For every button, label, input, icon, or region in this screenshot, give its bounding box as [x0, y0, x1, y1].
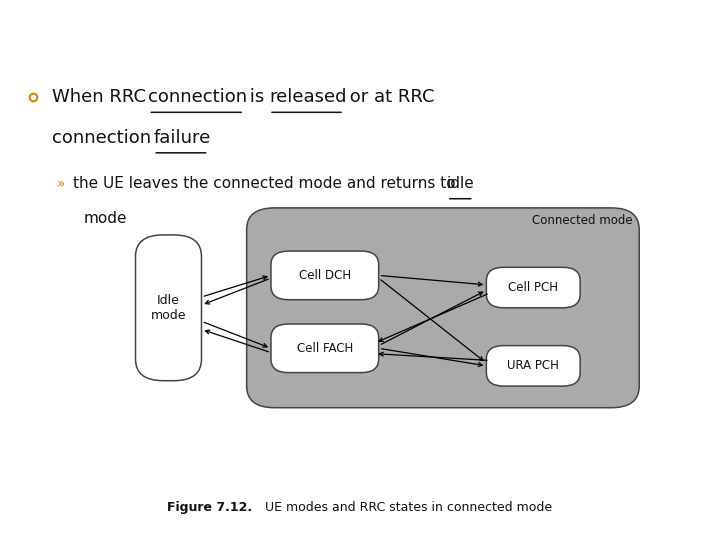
Text: Connected mode: Connected mode	[531, 214, 632, 227]
Text: or at RRC: or at RRC	[344, 88, 434, 106]
Text: UE modes and RRC states in connected mode: UE modes and RRC states in connected mod…	[257, 501, 552, 514]
Text: connection: connection	[148, 88, 248, 106]
FancyBboxPatch shape	[247, 208, 639, 408]
Text: mode: mode	[84, 211, 127, 226]
FancyBboxPatch shape	[135, 235, 202, 381]
Text: »: »	[57, 177, 66, 191]
FancyBboxPatch shape	[271, 251, 379, 300]
Text: is: is	[244, 88, 270, 106]
FancyBboxPatch shape	[271, 324, 379, 373]
FancyBboxPatch shape	[487, 267, 580, 308]
Text: the UE leaves the connected mode and returns to: the UE leaves the connected mode and ret…	[73, 176, 461, 191]
Text: Cell DCH: Cell DCH	[299, 269, 351, 282]
Text: Figure 7.12.: Figure 7.12.	[167, 501, 252, 514]
Text: Idle
mode: Idle mode	[150, 294, 186, 322]
Text: When RRC: When RRC	[52, 88, 152, 106]
FancyBboxPatch shape	[487, 346, 580, 386]
Text: failure: failure	[153, 129, 210, 147]
Text: Cell FACH: Cell FACH	[297, 342, 353, 355]
Text: released: released	[269, 88, 346, 106]
Text: URA PCH: URA PCH	[508, 359, 559, 373]
Text: connection: connection	[52, 129, 157, 147]
Text: idle: idle	[447, 176, 474, 191]
Text: Cell PCH: Cell PCH	[508, 281, 558, 294]
